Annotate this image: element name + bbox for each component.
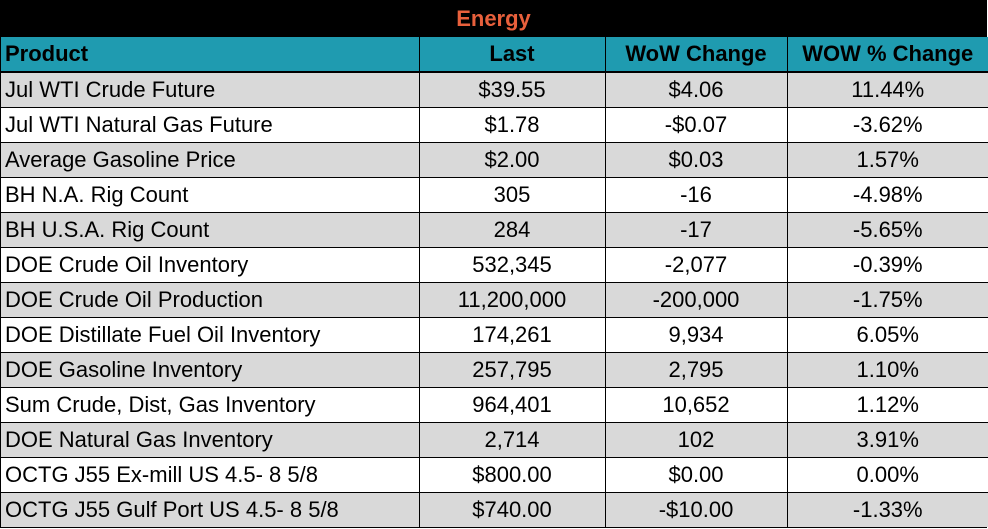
cell-product: DOE Distillate Fuel Oil Inventory	[1, 317, 420, 353]
cell-last: $740.00	[419, 492, 606, 527]
table-body: Jul WTI Crude Future $39.55 $4.06 11.44% Jul…	[1, 72, 988, 527]
cell-wow-change: $4.06	[605, 72, 788, 108]
cell-wow-pct-change: 1.57%	[787, 142, 988, 178]
cell-last: $39.55	[419, 72, 606, 108]
cell-product: OCTG J55 Gulf Port US 4.5- 8 5/8	[1, 492, 420, 527]
table-row: DOE Crude Oil Production 11,200,000 -200,0…	[1, 282, 988, 318]
cell-wow-pct-change: -4.98%	[787, 177, 988, 213]
cell-last: 964,401	[419, 387, 606, 423]
cell-wow-change: $0.03	[605, 142, 788, 178]
cell-wow-pct-change: -3.62%	[787, 107, 988, 143]
table-row: BH U.S.A. Rig Count 284 -17 -5.65%	[1, 212, 988, 248]
header-row: Product Last WoW Change WOW % Change	[1, 37, 988, 73]
table-row: DOE Gasoline Inventory 257,795 2,795 1.10%	[1, 352, 988, 388]
table-row: OCTG J55 Ex-mill US 4.5- 8 5/8 $800.00 $0.…	[1, 457, 988, 493]
cell-wow-change: -200,000	[605, 282, 788, 318]
cell-wow-pct-change: -0.39%	[787, 247, 988, 283]
table-row: OCTG J55 Gulf Port US 4.5- 8 5/8 $740.00-…	[1, 492, 988, 527]
cell-product: OCTG J55 Ex-mill US 4.5- 8 5/8	[1, 457, 420, 493]
table-row: DOE Crude Oil Inventory 532,345 -2,077 -0.3…	[1, 247, 988, 283]
cell-product: Jul WTI Crude Future	[1, 72, 420, 108]
cell-wow-pct-change: 3.91%	[787, 422, 988, 458]
cell-wow-change: -2,077	[605, 247, 788, 283]
cell-product: Average Gasoline Price	[1, 142, 420, 178]
table-row: Average Gasoline Price $2.00 $0.03 1.57%	[1, 142, 988, 178]
cell-product: DOE Gasoline Inventory	[1, 352, 420, 388]
cell-product: Jul WTI Natural Gas Future	[1, 107, 420, 143]
cell-wow-change: 9,934	[605, 317, 788, 353]
cell-wow-pct-change: 11.44%	[787, 72, 988, 108]
cell-wow-change: -16	[605, 177, 788, 213]
cell-wow-change: -$10.00	[605, 492, 788, 527]
cell-wow-pct-change: -5.65%	[787, 212, 988, 248]
cell-product: DOE Natural Gas Inventory	[1, 422, 420, 458]
cell-product: DOE Crude Oil Inventory	[1, 247, 420, 283]
cell-product: BH N.A. Rig Count	[1, 177, 420, 213]
table-row: DOE Natural Gas Inventory 2,714 102 3.91%	[1, 422, 988, 458]
cell-last: 174,261	[419, 317, 606, 353]
cell-wow-pct-change: -1.33%	[787, 492, 988, 527]
cell-wow-change: $0.00	[605, 457, 788, 493]
cell-last: 284	[419, 212, 606, 248]
cell-wow-pct-change: -1.75%	[787, 282, 988, 318]
cell-product: BH U.S.A. Rig Count	[1, 212, 420, 248]
cell-last: 2,714	[419, 422, 606, 458]
cell-last: $2.00	[419, 142, 606, 178]
energy-table: Product Last WoW Change WOW % Change Jul…	[1, 37, 988, 527]
cell-wow-pct-change: 0.00%	[787, 457, 988, 493]
table-title: Energy	[1, 1, 986, 37]
cell-wow-pct-change: 1.10%	[787, 352, 988, 388]
table-row: BH N.A. Rig Count 305 -16 -4.98%	[1, 177, 988, 213]
cell-last: 11,200,000	[419, 282, 606, 318]
column-header-product: Product	[1, 37, 420, 73]
cell-wow-change: 10,652	[605, 387, 788, 423]
table-row: Jul WTI Crude Future $39.55 $4.06 11.44%	[1, 72, 988, 108]
table-row: Jul WTI Natural Gas Future $1.78 -$0.07 -3.…	[1, 107, 988, 143]
cell-wow-pct-change: 6.05%	[787, 317, 988, 353]
cell-last: 257,795	[419, 352, 606, 388]
cell-wow-pct-change: 1.12%	[787, 387, 988, 423]
cell-product: DOE Crude Oil Production	[1, 282, 420, 318]
table-row: DOE Distillate Fuel Oil Inventory 174,261…	[1, 317, 988, 353]
cell-last: 305	[419, 177, 606, 213]
cell-last: $1.78	[419, 107, 606, 143]
cell-wow-change: 2,795	[605, 352, 788, 388]
cell-wow-change: -$0.07	[605, 107, 788, 143]
cell-product: Sum Crude, Dist, Gas Inventory	[1, 387, 420, 423]
cell-last: $800.00	[419, 457, 606, 493]
cell-wow-change: -17	[605, 212, 788, 248]
column-header-wow-change: WoW Change	[605, 37, 788, 73]
column-header-last: Last	[419, 37, 606, 73]
table-row: Sum Crude, Dist, Gas Inventory 964,401 10,…	[1, 387, 988, 423]
cell-wow-change: 102	[605, 422, 788, 458]
column-header-wow-pct-change: WOW % Change	[787, 37, 988, 73]
table-header: Product Last WoW Change WOW % Change	[1, 37, 988, 73]
cell-last: 532,345	[419, 247, 606, 283]
